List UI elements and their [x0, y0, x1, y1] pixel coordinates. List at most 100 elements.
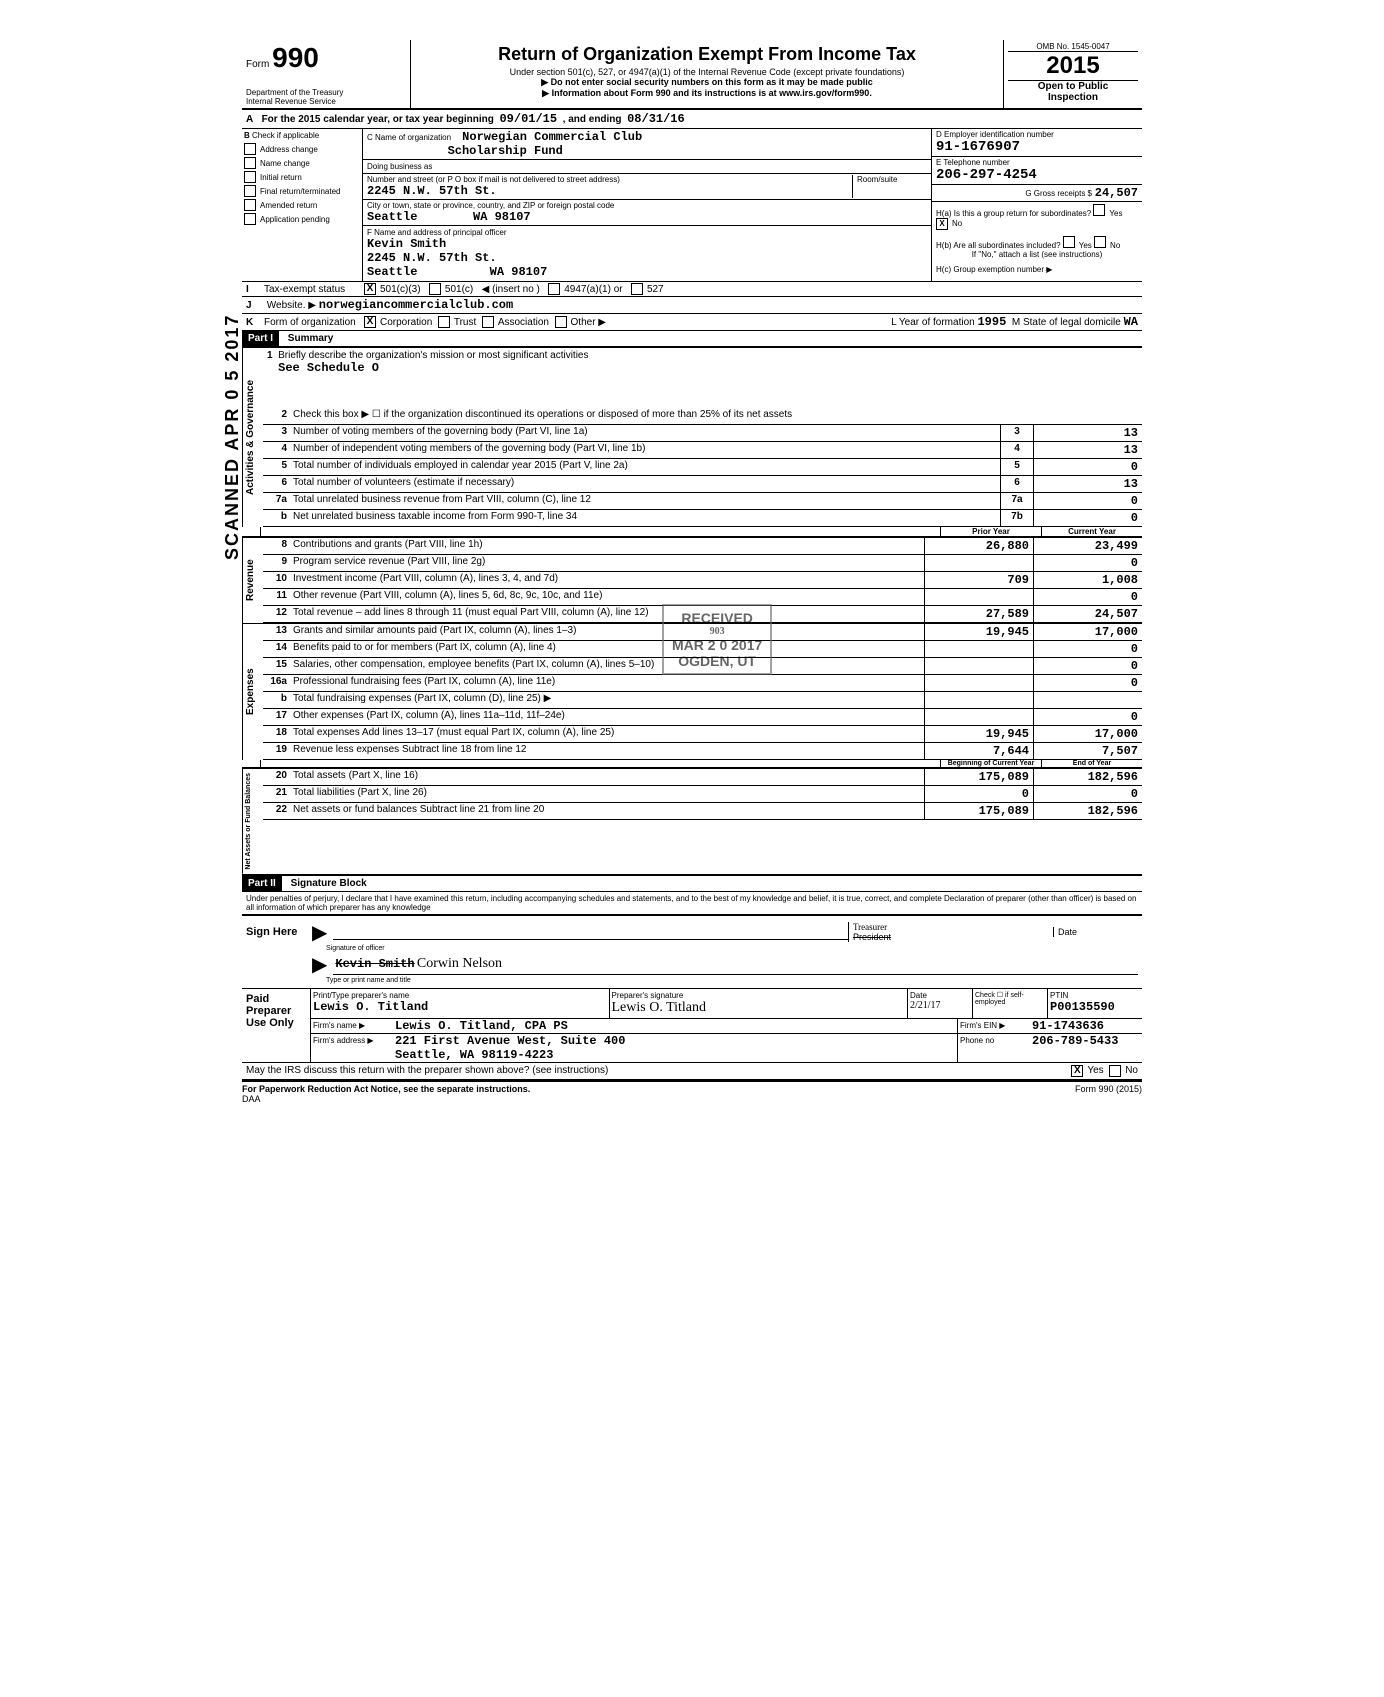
- form-990: SCANNED APR 0 5 2017 Form 990 Department…: [242, 40, 1142, 1106]
- line1-text: Briefly describe the organization's miss…: [278, 350, 588, 361]
- period-text-b: , and ending: [563, 114, 622, 125]
- scanned-stamp: SCANNED APR 0 5 2017: [222, 314, 243, 560]
- sig-officer-label: Signature of officer: [246, 945, 1138, 952]
- period-begin: 09/01/15: [499, 112, 557, 126]
- checkbox-address-change[interactable]: [244, 143, 256, 155]
- officer-name: Kevin Smith: [367, 237, 927, 251]
- line7a: Total unrelated business revenue from Pa…: [289, 493, 1000, 509]
- line-18: 18Total expenses Add lines 13–17 (must e…: [263, 726, 1142, 743]
- line3-val: 13: [1033, 425, 1142, 441]
- preparer-label: Paid Preparer Use Only: [242, 989, 311, 1062]
- netassets-section: Net Assets or Fund Balances 20Total asse…: [242, 768, 1142, 874]
- form-title: Return of Organization Exempt From Incom…: [419, 44, 995, 65]
- omb-number: OMB No. 1545-0047: [1008, 42, 1138, 52]
- open-public: Open to Public: [1008, 81, 1138, 92]
- line-21: 21Total liabilities (Part X, line 26)00: [263, 786, 1142, 803]
- form-header: Form 990 Department of the Treasury Inte…: [242, 40, 1142, 110]
- cb-4947[interactable]: [548, 283, 560, 295]
- state-zip: WA 98107: [473, 210, 531, 224]
- current-year-header: Current Year: [1041, 527, 1142, 536]
- part2-title: Signature Block: [285, 876, 373, 891]
- sign-arrow-2: ▶: [312, 952, 327, 977]
- officer-city: Seattle: [367, 265, 417, 279]
- firm-label: Firm's name ▶: [311, 1019, 395, 1033]
- line3: Number of voting members of the governin…: [289, 425, 1000, 441]
- paperwork: For Paperwork Reduction Act Notice, see …: [242, 1084, 530, 1094]
- firm-addr1: 221 First Avenue West, Suite 400: [395, 1034, 957, 1048]
- gross-label: G Gross receipts $: [1025, 189, 1092, 198]
- firm-phone: 206-789-5433: [1032, 1034, 1142, 1062]
- cb-501c[interactable]: [429, 283, 441, 295]
- label-initial-return: Initial return: [260, 173, 302, 182]
- ha-yes[interactable]: [1093, 204, 1105, 216]
- discuss-no[interactable]: [1109, 1065, 1121, 1077]
- hb-note: If "No," attach a list (see instructions…: [936, 250, 1138, 259]
- line-10: 10Investment income (Part VIII, column (…: [263, 572, 1142, 589]
- part1-header: Part I Summary: [242, 331, 1142, 347]
- line7a-val: 0: [1033, 493, 1142, 509]
- cb-trust[interactable]: [438, 316, 450, 328]
- officer-signature[interactable]: [333, 925, 848, 940]
- line1-value: See Schedule O: [278, 361, 379, 375]
- cb-other[interactable]: [555, 316, 567, 328]
- irs-label: Internal Revenue Service: [246, 97, 406, 106]
- year-formation-label: L Year of formation: [891, 317, 975, 328]
- checkbox-final-return[interactable]: [244, 185, 256, 197]
- line5-val: 0: [1033, 459, 1142, 475]
- website-value: norwegiancommercialclub.com: [319, 298, 513, 312]
- line-19: 19Revenue less expenses Subtract line 18…: [263, 743, 1142, 760]
- state-domicile: WA: [1124, 315, 1138, 329]
- expenses-section: Expenses 13Grants and similar amounts pa…: [242, 623, 1142, 760]
- boy-eoy-header: Beginning of Current Year End of Year: [242, 760, 1142, 768]
- checkbox-amended[interactable]: [244, 199, 256, 211]
- ha-no[interactable]: X: [936, 218, 948, 230]
- sign-here-label: Sign Here: [246, 926, 306, 938]
- discuss-row: May the IRS discuss this return with the…: [242, 1062, 1142, 1081]
- firm-addr2: Seattle, WA 98119-4223: [395, 1048, 957, 1062]
- preparer-block: Paid Preparer Use Only Print/Type prepar…: [242, 988, 1142, 1062]
- tax-exempt-row: I Tax-exempt status X501(c)(3) 501(c) ◀ …: [242, 282, 1142, 297]
- form-footer: Form 990 (2015): [1075, 1084, 1142, 1104]
- checkbox-name-change[interactable]: [244, 157, 256, 169]
- governance-section: Activities & Governance 1 Briefly descri…: [242, 347, 1142, 527]
- print-label: Print/Type preparer's name: [313, 991, 607, 1000]
- entity-info-grid: B Check if applicable Address change Nam…: [242, 129, 1142, 282]
- declaration: Under penalties of perjury, I declare th…: [242, 892, 1142, 914]
- label-name-change: Name change: [260, 159, 310, 168]
- hb-yes[interactable]: [1063, 236, 1075, 248]
- org-name-2: Scholarship Fund: [448, 144, 563, 158]
- org-name-label: C Name of organization: [367, 133, 451, 142]
- cb-corp[interactable]: X: [364, 316, 376, 328]
- discuss-yes[interactable]: X: [1071, 1065, 1083, 1077]
- officer-label: F Name and address of principal officer: [367, 228, 927, 237]
- title-strike: President: [853, 932, 891, 942]
- prep-sig: Lewis O. Titland: [612, 1000, 906, 1016]
- line7b: Net unrelated business taxable income fr…: [289, 510, 1000, 526]
- cb-501c3[interactable]: X: [364, 283, 376, 295]
- line-22: 22Net assets or fund balances Subtract l…: [263, 803, 1142, 820]
- firm-ein-label: Firm's EIN ▶: [957, 1019, 1032, 1033]
- hb-label: H(b) Are all subordinates included?: [936, 241, 1061, 250]
- ein-label: D Employer identification number: [936, 130, 1138, 139]
- checkbox-initial-return[interactable]: [244, 171, 256, 183]
- check-applicable: Check if applicable: [252, 131, 319, 140]
- dba-label: Doing business as: [367, 162, 432, 171]
- cb-assoc[interactable]: [482, 316, 494, 328]
- city-label: City or town, state or province, country…: [367, 201, 927, 210]
- line-16a: 16aProfessional fundraising fees (Part I…: [263, 675, 1142, 692]
- part2-header: Part II Signature Block: [242, 874, 1142, 892]
- part1-label: Part I: [242, 331, 279, 346]
- boy-header: Beginning of Current Year: [940, 760, 1041, 767]
- line-17: 17Other expenses (Part IX, column (A), l…: [263, 709, 1142, 726]
- cb-527[interactable]: [631, 283, 643, 295]
- hb-no[interactable]: [1094, 236, 1106, 248]
- firm-name: Lewis O. Titland, CPA PS: [395, 1019, 957, 1033]
- line6: Total number of volunteers (estimate if …: [289, 476, 1000, 492]
- label-pending: Application pending: [260, 215, 330, 224]
- revenue-label: Revenue: [242, 538, 263, 623]
- checkbox-pending[interactable]: [244, 213, 256, 225]
- prep-sig-label: Preparer's signature: [612, 991, 906, 1000]
- prep-date: 2/21/17: [910, 1000, 970, 1011]
- note-info: ▶ Information about Form 990 and its ins…: [419, 88, 995, 99]
- discuss-text: May the IRS discuss this return with the…: [246, 1065, 1071, 1077]
